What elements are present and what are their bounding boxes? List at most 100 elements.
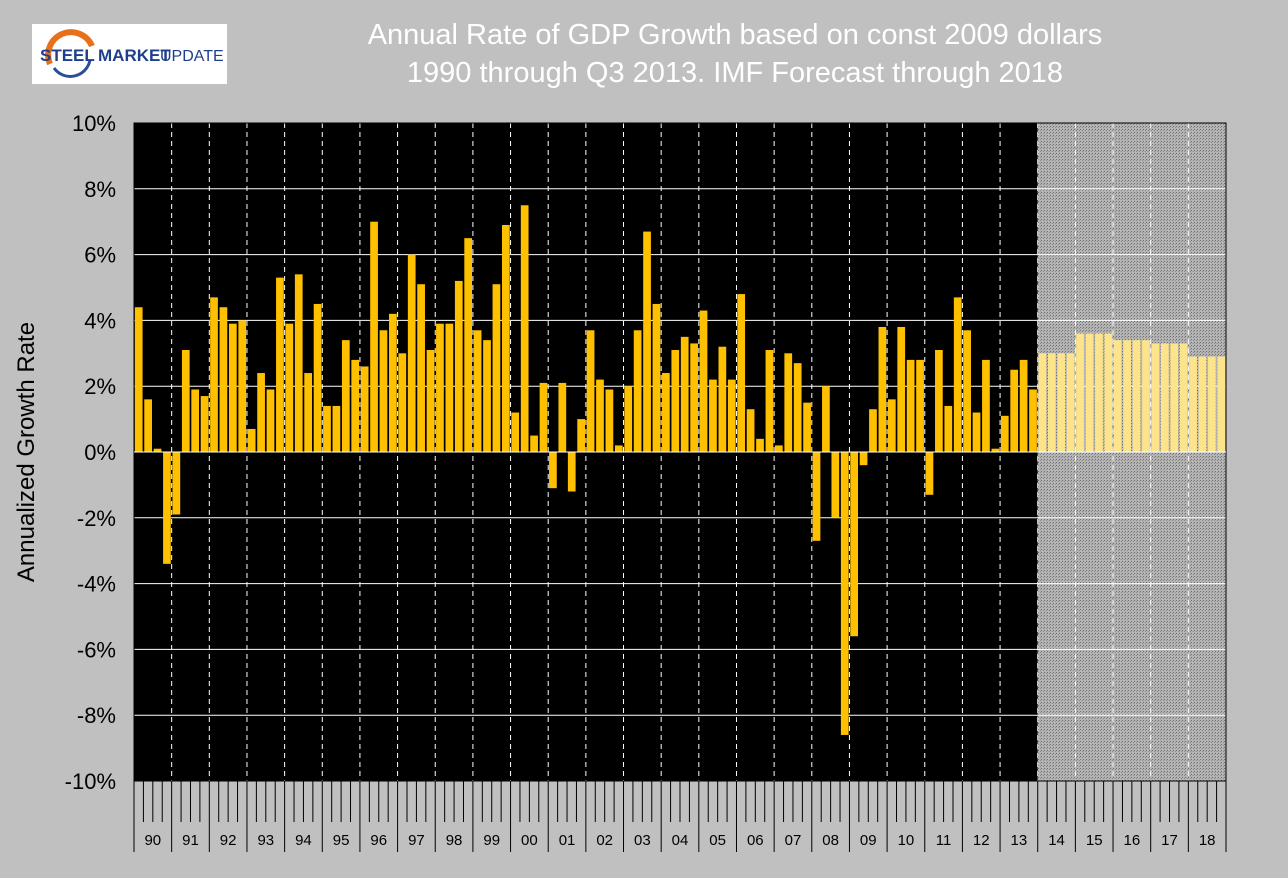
- data-bar: [840, 452, 849, 735]
- x-year-label: 17: [1161, 832, 1178, 849]
- chart-subtitle: 1990 through Q3 2013. IMF Forecast throu…: [406, 57, 1064, 89]
- x-year-label: 11: [936, 832, 952, 849]
- data-bar: [398, 353, 407, 452]
- data-bar: [1029, 389, 1037, 452]
- data-bar: [727, 379, 736, 452]
- x-year-label: 16: [1124, 832, 1141, 849]
- forecast-bar: [1095, 333, 1103, 452]
- x-year-label: 13: [1011, 832, 1028, 849]
- data-bar: [831, 452, 840, 518]
- x-year-label: 90: [144, 832, 161, 849]
- x-year-label: 10: [898, 832, 915, 849]
- forecast-bar: [1189, 356, 1197, 452]
- forecast-bar: [1160, 343, 1169, 452]
- data-bar: [586, 330, 595, 452]
- x-year-label: 97: [408, 832, 425, 849]
- data-bar: [812, 452, 821, 541]
- x-year-label: 04: [672, 832, 689, 849]
- logo-text-steel: STEEL: [40, 46, 95, 65]
- data-bar: [850, 452, 859, 637]
- data-bar: [699, 310, 708, 452]
- data-bar: [925, 452, 934, 495]
- data-bar: [520, 205, 529, 452]
- data-bar: [784, 353, 793, 452]
- data-bar: [134, 307, 143, 452]
- data-bar: [859, 452, 868, 466]
- data-bar: [304, 373, 313, 452]
- x-year-label: 12: [973, 832, 990, 849]
- y-tick-label: -10%: [65, 769, 116, 794]
- data-bar: [539, 382, 548, 452]
- data-bar: [822, 386, 830, 452]
- x-year-label: 05: [709, 832, 726, 849]
- data-bar: [323, 405, 331, 452]
- data-bar: [671, 350, 680, 452]
- x-year-label: 91: [182, 832, 199, 849]
- data-bar: [407, 254, 416, 452]
- data-bar: [605, 389, 614, 452]
- forecast-bar: [1057, 353, 1066, 452]
- logo-text-update: UPDATE: [160, 48, 224, 65]
- y-tick-label: -8%: [77, 703, 116, 728]
- forecast-bar: [1047, 353, 1056, 452]
- data-bar: [897, 326, 906, 452]
- x-year-label: 00: [521, 832, 538, 849]
- data-bar: [501, 224, 510, 452]
- data-bar: [1019, 359, 1028, 452]
- data-bar: [577, 419, 586, 452]
- data-bar: [163, 452, 171, 564]
- data-bar: [991, 448, 1000, 452]
- data-bar: [313, 303, 322, 452]
- data-bar: [511, 412, 520, 452]
- forecast-bar: [1132, 340, 1141, 452]
- forecast-bar: [1038, 353, 1047, 452]
- data-bar: [360, 366, 369, 452]
- x-year-label: 08: [822, 832, 839, 849]
- y-tick-label: 2%: [84, 374, 116, 399]
- x-year-label: 14: [1048, 832, 1065, 849]
- x-year-label: 93: [257, 832, 274, 849]
- data-bar: [370, 221, 378, 452]
- data-bar: [266, 389, 275, 452]
- forecast-bar: [1179, 343, 1188, 452]
- data-bar: [953, 297, 962, 452]
- x-year-label: 09: [860, 832, 877, 849]
- data-bar: [803, 402, 811, 452]
- x-year-label: 06: [747, 832, 764, 849]
- x-year-label: 92: [220, 832, 237, 849]
- data-bar: [549, 452, 557, 489]
- y-tick-label: -4%: [77, 572, 116, 597]
- data-bar: [492, 284, 501, 452]
- forecast-bar: [1076, 333, 1084, 452]
- data-bar: [737, 294, 746, 452]
- data-bar: [238, 320, 247, 452]
- data-bar: [200, 396, 209, 452]
- data-bar: [756, 438, 764, 452]
- data-bar: [389, 313, 397, 452]
- data-bar: [944, 405, 953, 452]
- data-bar: [746, 409, 755, 452]
- forecast-bar: [1123, 340, 1132, 452]
- forecast-bar: [1085, 333, 1094, 452]
- y-tick-label: 10%: [72, 111, 116, 136]
- data-bar: [652, 303, 661, 452]
- data-bar: [633, 330, 642, 452]
- forecast-bar: [1113, 340, 1122, 452]
- x-year-label: 94: [295, 832, 312, 849]
- data-bar: [869, 409, 877, 452]
- chart-title-block: Annual Rate of GDP Growth based on const…: [230, 16, 1240, 92]
- forecast-bar: [1066, 353, 1075, 452]
- x-year-label: 99: [483, 832, 500, 849]
- data-bar: [793, 363, 802, 452]
- data-bar: [530, 435, 538, 452]
- y-tick-label: 8%: [84, 177, 116, 202]
- data-bar: [144, 399, 152, 452]
- data-bar: [247, 428, 256, 452]
- x-year-label: 15: [1086, 832, 1103, 849]
- data-bar: [972, 412, 981, 452]
- forecast-bar: [1151, 343, 1160, 452]
- data-bar: [624, 386, 633, 452]
- data-bar: [774, 445, 783, 452]
- data-bar: [680, 336, 689, 452]
